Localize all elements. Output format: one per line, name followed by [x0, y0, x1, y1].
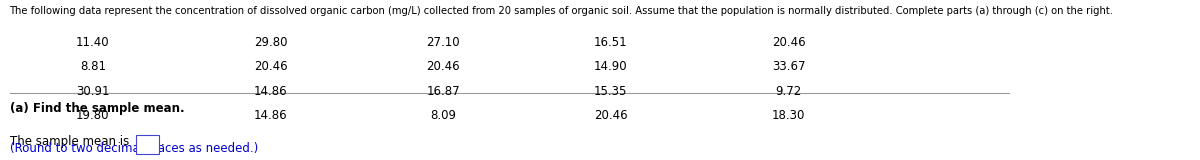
Text: 20.46: 20.46 — [772, 36, 805, 49]
Text: 20.46: 20.46 — [426, 60, 460, 73]
Text: 19.80: 19.80 — [76, 109, 109, 122]
Text: .: . — [161, 135, 164, 148]
Text: 20.46: 20.46 — [253, 60, 287, 73]
Text: 18.30: 18.30 — [772, 109, 805, 122]
Text: (a) Find the sample mean.: (a) Find the sample mean. — [10, 102, 184, 115]
Text: 33.67: 33.67 — [772, 60, 805, 73]
Text: (Round to two decimal places as needed.): (Round to two decimal places as needed.) — [10, 142, 258, 156]
Text: 30.91: 30.91 — [76, 85, 109, 98]
Text: 11.40: 11.40 — [76, 36, 109, 49]
Text: 16.51: 16.51 — [594, 36, 628, 49]
Text: 9.72: 9.72 — [775, 85, 802, 98]
Text: The following data represent the concentration of dissolved organic carbon (mg/L: The following data represent the concent… — [10, 6, 1114, 16]
Text: 14.90: 14.90 — [594, 60, 628, 73]
Text: 20.46: 20.46 — [594, 109, 628, 122]
Text: 14.86: 14.86 — [253, 85, 287, 98]
Text: 15.35: 15.35 — [594, 85, 628, 98]
Text: 8.81: 8.81 — [80, 60, 106, 73]
FancyBboxPatch shape — [137, 135, 158, 154]
Text: 27.10: 27.10 — [426, 36, 460, 49]
Text: 8.09: 8.09 — [431, 109, 456, 122]
Text: 16.87: 16.87 — [426, 85, 460, 98]
Text: 29.80: 29.80 — [254, 36, 287, 49]
Text: 14.86: 14.86 — [253, 109, 287, 122]
Text: The sample mean is: The sample mean is — [10, 135, 128, 148]
